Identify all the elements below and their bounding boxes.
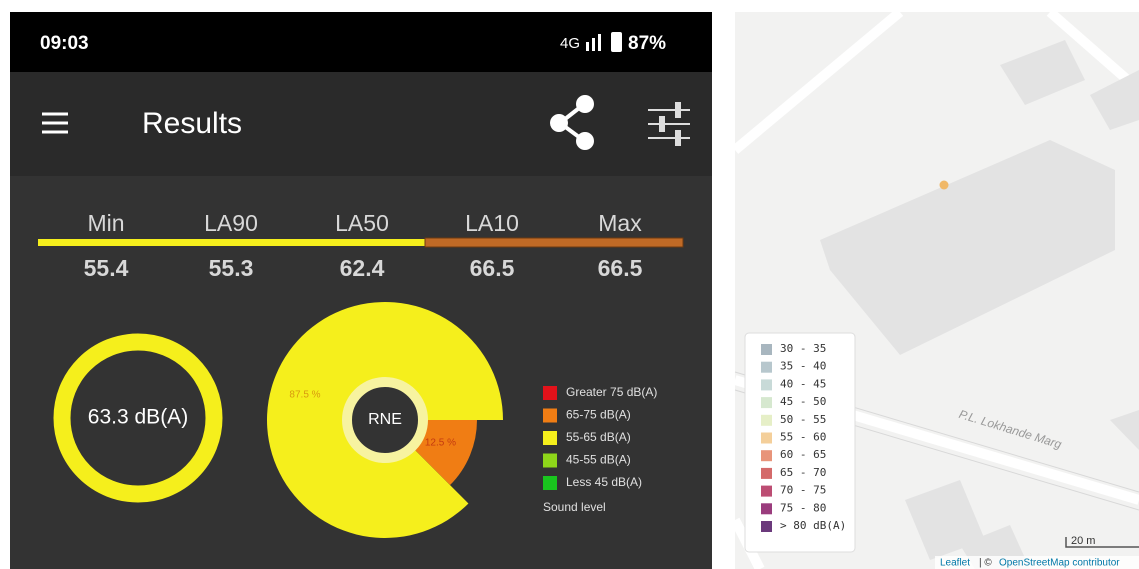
level-bar-high bbox=[425, 238, 683, 247]
map-legend-swatch bbox=[761, 468, 772, 479]
map-legend-label: 35 - 40 bbox=[780, 360, 826, 373]
stat-label: Max bbox=[598, 210, 642, 236]
map-legend-swatch bbox=[761, 450, 772, 461]
settings-button[interactable] bbox=[648, 103, 690, 145]
map-legend-label: 75 - 80 bbox=[780, 501, 826, 514]
stat-value: 55.4 bbox=[84, 255, 129, 281]
stat-value: 66.5 bbox=[470, 255, 515, 281]
map-legend-label: > 80 dB(A) bbox=[780, 519, 846, 532]
scale-label: 20 m bbox=[1071, 535, 1095, 547]
map-legend-label: 70 - 75 bbox=[780, 484, 826, 497]
legend-label: 45-55 dB(A) bbox=[566, 453, 631, 467]
status-bar bbox=[10, 12, 712, 72]
stat-label: LA10 bbox=[465, 210, 519, 236]
attribution-leaflet[interactable]: Leaflet bbox=[940, 558, 970, 569]
map-legend-label: 40 - 45 bbox=[780, 377, 826, 390]
screen: 09:03 4G 87% Results P.L. Lokhande Marg bbox=[0, 0, 1139, 569]
map-legend-label: 55 - 60 bbox=[780, 431, 826, 444]
legend-swatch bbox=[543, 409, 557, 423]
map-legend-label: 30 - 35 bbox=[780, 342, 826, 355]
attribution-osm[interactable]: OpenStreetMap contributor bbox=[999, 558, 1120, 569]
pie-center-label: RNE bbox=[368, 411, 402, 428]
legend-label: Greater 75 dB(A) bbox=[566, 385, 657, 399]
app-title: Results bbox=[142, 107, 242, 140]
map-legend-label: 45 - 50 bbox=[780, 395, 826, 408]
map-legend-swatch bbox=[761, 344, 772, 355]
map-legend-swatch bbox=[761, 397, 772, 408]
status-time: 09:03 bbox=[40, 33, 89, 54]
stat-value: 55.3 bbox=[209, 255, 254, 281]
stat-label: LA90 bbox=[204, 210, 258, 236]
map-legend-swatch bbox=[761, 379, 772, 390]
legend-label: 55-65 dB(A) bbox=[566, 430, 631, 444]
app-bar bbox=[10, 72, 712, 176]
network-label: 4G bbox=[560, 35, 580, 52]
legend-swatch bbox=[543, 431, 557, 445]
legend-swatch bbox=[543, 454, 557, 468]
map-legend-label: 65 - 70 bbox=[780, 466, 826, 479]
map-legend-swatch bbox=[761, 362, 772, 373]
stat-label: LA50 bbox=[335, 210, 389, 236]
level-bar-low bbox=[38, 239, 425, 246]
map-legend-swatch bbox=[761, 503, 772, 514]
battery-level: 87% bbox=[628, 33, 666, 54]
stat-value: 62.4 bbox=[340, 255, 385, 281]
map-legend-label: 50 - 55 bbox=[780, 413, 826, 426]
stat-label: Min bbox=[87, 210, 124, 236]
battery-icon bbox=[611, 32, 622, 52]
map-legend-label: 60 - 65 bbox=[780, 448, 826, 461]
legend-label: 65-75 dB(A) bbox=[566, 408, 631, 422]
pie-value-label: 12.5 % bbox=[425, 438, 456, 449]
page: { "status_bar": {"time": "09:03", "netwo… bbox=[0, 0, 1139, 569]
legend-swatch bbox=[543, 386, 557, 400]
gauge-label: 63.3 dB(A) bbox=[88, 406, 188, 429]
legend-title: Sound level bbox=[543, 500, 606, 514]
map-legend-swatch bbox=[761, 433, 772, 444]
map-legend-swatch bbox=[761, 415, 772, 426]
legend-swatch bbox=[543, 476, 557, 490]
measurement-point[interactable] bbox=[940, 181, 949, 190]
legend-label: Less 45 dB(A) bbox=[566, 475, 642, 489]
pie-value-label: 87.5 % bbox=[289, 390, 320, 401]
map-legend-swatch bbox=[761, 486, 772, 497]
attribution-separator: | © bbox=[979, 558, 992, 569]
stat-value: 66.5 bbox=[598, 255, 643, 281]
map-legend-swatch bbox=[761, 521, 772, 532]
